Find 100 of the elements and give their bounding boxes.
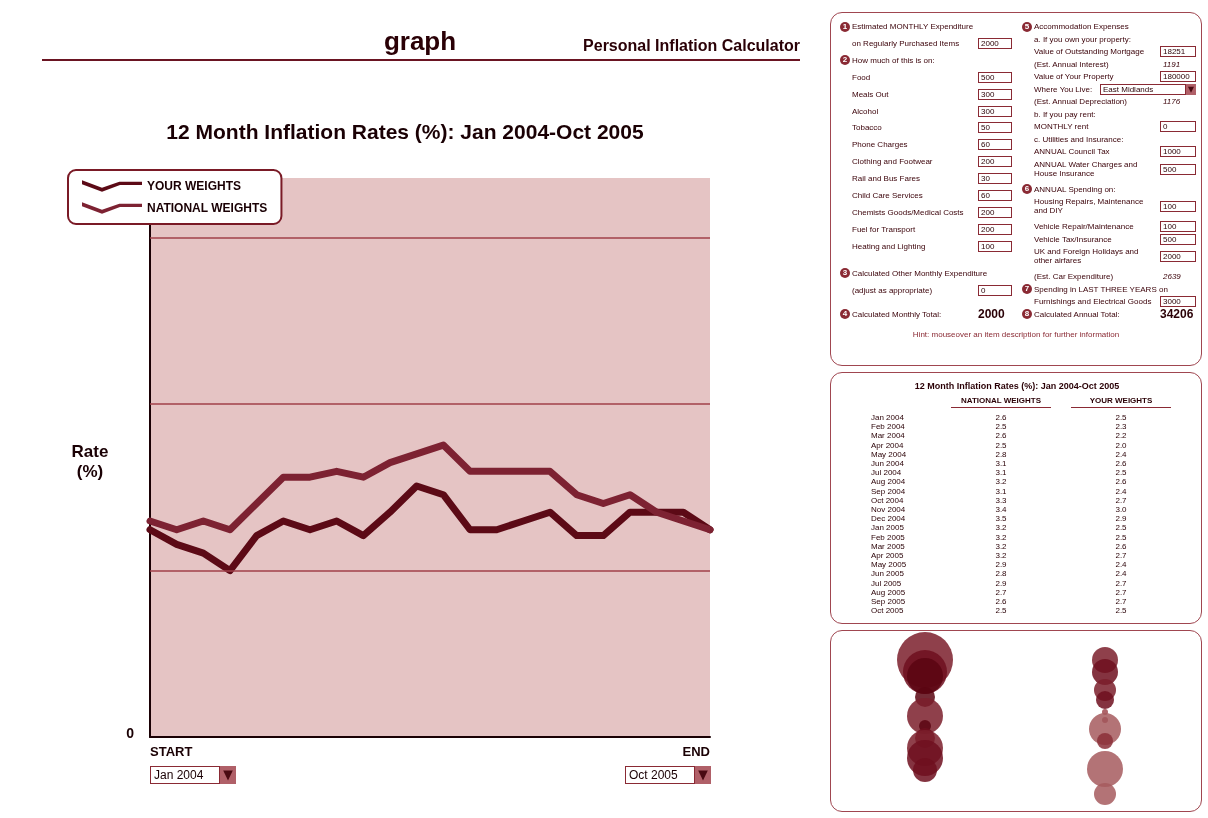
text: 2.4 (1115, 449, 1127, 459)
text: Feb 2004 (871, 422, 905, 432)
text: YOUR WEIGHTS (1089, 396, 1153, 405)
text: 2.5 (995, 440, 1007, 450)
text: Meals Out (852, 89, 889, 99)
text: 3.2 (995, 532, 1007, 542)
text: 0 (1160, 121, 1196, 132)
text: Heating and Lighting (852, 241, 926, 251)
text: 100 (1160, 221, 1196, 232)
text: Furnishings and Electrical Goods (1034, 297, 1152, 306)
text: 3.1 (995, 468, 1007, 478)
text: May 2005 (871, 560, 907, 570)
text: 2.3 (1115, 422, 1127, 432)
text: 2.6 (1115, 477, 1127, 487)
text: 3.1 (995, 459, 1007, 468)
text: Calculated Annual Total: (1034, 309, 1120, 319)
text: 500 (978, 71, 1012, 83)
text: 2.5 (1115, 413, 1127, 422)
text: Jul 2005 (871, 578, 902, 588)
text: NATIONAL WEIGHTS (960, 396, 1042, 405)
text: on Regularly Purchased Items (852, 38, 960, 48)
text: 3000 (1160, 296, 1196, 307)
text: 2.6 (1115, 459, 1127, 468)
text: 2.5 (1115, 606, 1127, 616)
text: 3.4 (995, 505, 1007, 514)
legend-label: NATIONAL WEIGHTS (147, 201, 268, 215)
text: 2.6 (1115, 541, 1127, 551)
text: 2.4 (1115, 486, 1127, 496)
text: 2.6 (995, 597, 1007, 606)
text: Apr 2005 (871, 551, 904, 560)
text: 100 (1160, 201, 1196, 212)
legend-label: YOUR WEIGHTS (147, 179, 242, 193)
text: 1191 (1163, 59, 1181, 69)
text: END (682, 744, 710, 759)
text: 4 (840, 309, 850, 319)
text: 200 (978, 156, 1012, 168)
text: Accommodation Expenses (1034, 22, 1129, 31)
text: 0 (978, 284, 1012, 296)
text: 2.7 (1115, 495, 1127, 505)
text: Oct 2004 (871, 495, 904, 505)
text: 2639 (1163, 272, 1181, 281)
text: 3.2 (995, 523, 1007, 533)
y-axis-title: Rate (%) (70, 442, 110, 482)
text: START (150, 744, 193, 759)
text: 2.7 (995, 587, 1007, 597)
text: 3.2 (995, 541, 1007, 551)
text: Calculated Monthly Total: (852, 309, 942, 319)
text: Personal Inflation Calculator (583, 37, 800, 55)
text: 2.4 (1115, 560, 1127, 570)
text: 2 (840, 55, 850, 66)
text: Food (852, 72, 871, 82)
text: 2.5 (1115, 523, 1127, 533)
text: 2.9 (1115, 514, 1127, 524)
text: Chemists Goods/Medical Costs (852, 208, 964, 218)
text: Dec 2004 (871, 514, 906, 524)
text: 200 (978, 207, 1012, 219)
text: 2.7 (1115, 551, 1127, 560)
text: Vehicle Tax/Insurance (1034, 234, 1112, 244)
text: Calculated Other Monthly Expenditure (852, 268, 988, 278)
text: 1 (840, 21, 850, 32)
text: 300 (978, 105, 1012, 117)
text: Jul 2004 (871, 468, 902, 478)
text: Rail and Bus Fares (852, 174, 921, 184)
text: c. Utilities and Insurance: (1034, 134, 1124, 144)
text: 2.9 (995, 578, 1007, 588)
text: 2.6 (995, 413, 1007, 422)
text: 8 (1022, 309, 1032, 319)
text: 30 (978, 173, 1012, 185)
text: (Est. Annual Interest) (1034, 59, 1109, 69)
text: 2.2 (1115, 431, 1127, 441)
text: 2.5 (1115, 468, 1127, 478)
text: 200 (978, 223, 1012, 235)
text: 2.7 (1115, 597, 1127, 606)
text: 2.5 (1115, 532, 1127, 542)
text: 6 (1022, 184, 1032, 194)
text: ANNUAL Water Charges and House Insurance (1034, 159, 1139, 178)
text: 3.3 (995, 495, 1007, 505)
text: Jan 2004 (150, 766, 220, 784)
text: 2.7 (1115, 587, 1127, 597)
text: UK and Foreign Holidays and other airfares (1034, 247, 1140, 265)
text: a. If you own your property: (1034, 34, 1131, 44)
text: Jan 2005 (871, 523, 904, 533)
text: Where You Live: (1034, 84, 1093, 94)
text: Sep 2004 (871, 486, 906, 496)
text: Oct 2005 (871, 606, 904, 616)
text: 500 (1160, 233, 1196, 245)
text: 3 (840, 268, 850, 279)
text: 300 (978, 88, 1012, 100)
text: 500 (1160, 163, 1196, 175)
text: Phone Charges (852, 140, 908, 150)
text: Hint: mouseover an item description for further information (912, 329, 1120, 339)
text: 3.2 (995, 551, 1007, 560)
text: 5 (1022, 21, 1032, 32)
text: 3.5 (995, 514, 1007, 524)
text: Jun 2004 (871, 459, 904, 468)
text: 18251 (1160, 46, 1196, 57)
text: Value of Outstanding Mortgage (1034, 47, 1145, 56)
text: Value of Your Property (1034, 72, 1114, 81)
text: 2000 (1160, 251, 1196, 262)
text: 2.9 (995, 560, 1007, 570)
